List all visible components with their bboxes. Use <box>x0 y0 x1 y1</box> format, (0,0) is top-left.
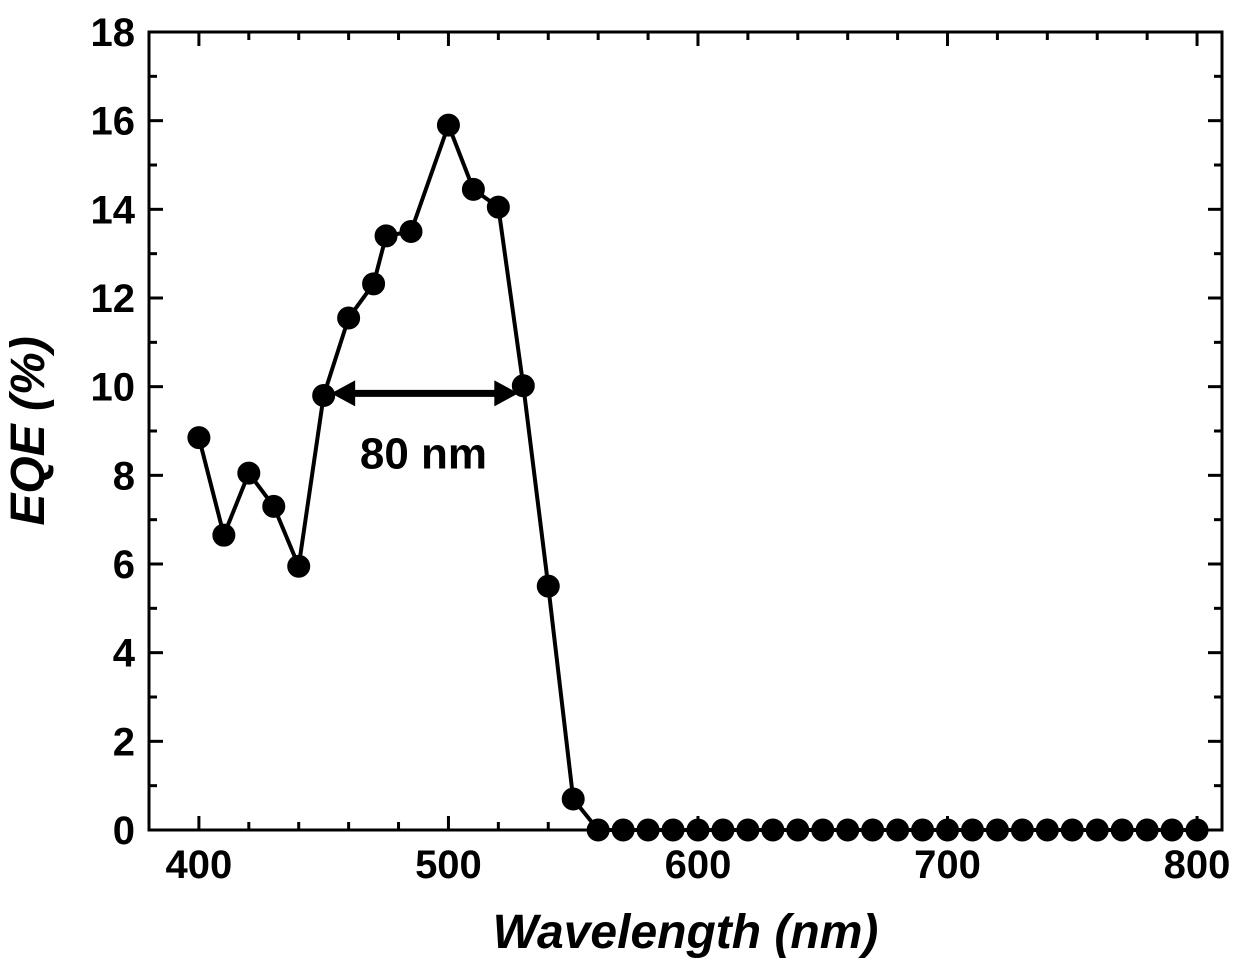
data-point <box>213 524 235 546</box>
x-tick-label: 400 <box>166 843 233 887</box>
x-tick-label: 700 <box>914 843 981 887</box>
data-point <box>961 819 983 841</box>
data-point <box>612 819 634 841</box>
data-point <box>288 555 310 577</box>
data-point <box>687 819 709 841</box>
data-point <box>737 819 759 841</box>
data-point <box>862 819 884 841</box>
data-point <box>462 178 484 200</box>
y-tick-label: 10 <box>91 366 136 410</box>
y-tick-label: 0 <box>113 809 135 853</box>
data-point <box>887 819 909 841</box>
data-point <box>912 819 934 841</box>
data-point <box>986 819 1008 841</box>
data-point <box>537 575 559 597</box>
y-tick-label: 18 <box>91 11 136 55</box>
data-point <box>1186 819 1208 841</box>
data-point <box>1136 819 1158 841</box>
y-tick-label: 16 <box>91 100 136 144</box>
data-point <box>762 819 784 841</box>
data-point <box>363 273 385 295</box>
y-tick-label: 6 <box>113 543 135 587</box>
data-point <box>587 819 609 841</box>
data-point <box>662 819 684 841</box>
data-point <box>338 307 360 329</box>
eqe-chart: 400 500 600 700 800 0 2 4 6 8 10 12 14 16 18 Wavelength… <box>0 0 1240 971</box>
data-point <box>238 462 260 484</box>
data-point <box>1111 819 1133 841</box>
y-tick-label: 14 <box>91 188 136 232</box>
y-tick-label: 12 <box>91 277 136 321</box>
data-point <box>937 819 959 841</box>
y-tick-label: 2 <box>113 720 135 764</box>
x-tick-label: 800 <box>1164 843 1231 887</box>
data-point <box>437 114 459 136</box>
annotation-label: 80 nm <box>360 430 487 479</box>
data-point <box>263 495 285 517</box>
data-point <box>1036 819 1058 841</box>
data-point <box>1086 819 1108 841</box>
x-tick-label: 600 <box>665 843 732 887</box>
x-tick-label: 500 <box>415 843 482 887</box>
chart-container: { "chart": { "type": "line", "width": 12… <box>0 0 1240 971</box>
data-point <box>313 385 335 407</box>
data-point <box>787 819 809 841</box>
data-point <box>1161 819 1183 841</box>
data-point <box>712 819 734 841</box>
data-point <box>562 788 584 810</box>
data-point <box>812 819 834 841</box>
data-point <box>487 196 509 218</box>
data-point <box>375 225 397 247</box>
data-point <box>400 221 422 243</box>
data-point <box>188 427 210 449</box>
y-axis-label: EQE (%) <box>2 336 55 525</box>
x-axis-label: Wavelength (nm) <box>493 906 879 959</box>
data-point <box>1011 819 1033 841</box>
y-tick-label: 8 <box>113 454 135 498</box>
data-point <box>1061 819 1083 841</box>
data-point <box>837 819 859 841</box>
y-tick-label: 4 <box>113 632 136 676</box>
data-point <box>637 819 659 841</box>
